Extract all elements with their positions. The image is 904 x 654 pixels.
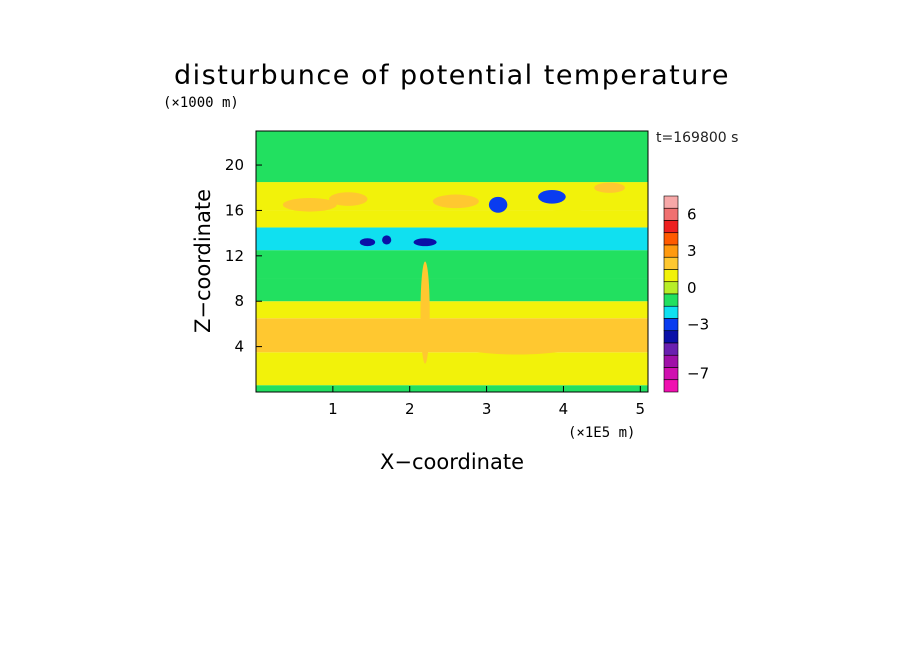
contour-band-2	[256, 318, 648, 353]
y-tick-label: 16	[225, 201, 244, 219]
colorbar-swatch	[663, 281, 679, 295]
y-tick-label: 12	[225, 247, 244, 265]
contour-fill	[256, 131, 648, 392]
colorbar-swatch	[663, 207, 679, 221]
colorbar-swatch	[663, 330, 679, 344]
contour-blob-0	[359, 238, 376, 247]
colorbar-tick-label: 6	[687, 205, 697, 223]
y-unit-label: (×1000 m)	[163, 95, 239, 111]
x-tick-label: 2	[405, 400, 415, 418]
x-tick-label: 1	[328, 400, 338, 418]
colorbar: 6 3 0 −3 −7	[663, 195, 709, 393]
contour-blob-1	[382, 235, 392, 245]
colorbar-tick-label: 3	[687, 242, 697, 260]
colorbar-swatch	[663, 318, 679, 332]
colorbar-swatch	[663, 269, 679, 283]
contour-band-3	[256, 301, 648, 319]
colorbar-swatch	[663, 367, 679, 381]
plot-area	[255, 130, 649, 393]
colorbar-swatch	[663, 379, 679, 393]
contour-blob-2	[413, 238, 437, 247]
contour-blob-12	[420, 261, 430, 364]
colorbar-swatch	[663, 293, 679, 307]
contour-blob-7	[282, 197, 337, 212]
colorbar-swatch	[663, 232, 679, 246]
colorbar-tick-label: −7	[687, 365, 709, 383]
contour-blob-11	[309, 170, 333, 178]
contour-band-1	[256, 352, 648, 386]
contour-blob-6	[594, 182, 625, 193]
y-tick-label: 20	[225, 156, 244, 174]
contour-band-5	[256, 250, 648, 279]
colorbar-swatch	[663, 342, 679, 356]
colorbar-swatch	[663, 305, 679, 319]
y-axis-ticks: 4 8 12 16 20	[225, 156, 262, 356]
x-unit-label: (×1E5 m)	[568, 425, 635, 441]
contour-band-0	[256, 385, 648, 392]
chart-title: disturbunce of potential temperature	[174, 60, 730, 91]
colorbar-swatch	[663, 256, 679, 270]
x-tick-label: 4	[559, 400, 569, 418]
plot-frame	[255, 130, 649, 393]
contour-blob-10	[448, 327, 587, 355]
contour-band-6	[256, 227, 648, 251]
contour-blob-4	[538, 190, 566, 204]
x-tick-label: 5	[636, 400, 646, 418]
x-axis-ticks: 1 2 3 4 5	[328, 386, 645, 418]
colorbar-swatch	[663, 220, 679, 234]
x-tick-label: 3	[482, 400, 492, 418]
colorbar-swatch	[663, 195, 679, 209]
colorbar-swatch	[663, 244, 679, 258]
colorbar-tick-label: 0	[687, 279, 697, 297]
contour-blob-3	[488, 196, 508, 213]
y-tick-label: 8	[234, 292, 244, 310]
colorbar-tick-label: −3	[687, 316, 709, 334]
contour-blob-8	[329, 192, 368, 206]
contour-blob-9	[432, 194, 479, 209]
contour-blob-5	[540, 209, 595, 223]
colorbar-swatch	[663, 354, 679, 368]
y-axis-label: Z−coordinate	[191, 189, 215, 333]
x-axis-label: X−coordinate	[380, 450, 524, 474]
time-label: t=169800 s	[656, 130, 738, 146]
y-tick-label: 4	[234, 338, 244, 356]
contour-band-4	[256, 278, 648, 302]
